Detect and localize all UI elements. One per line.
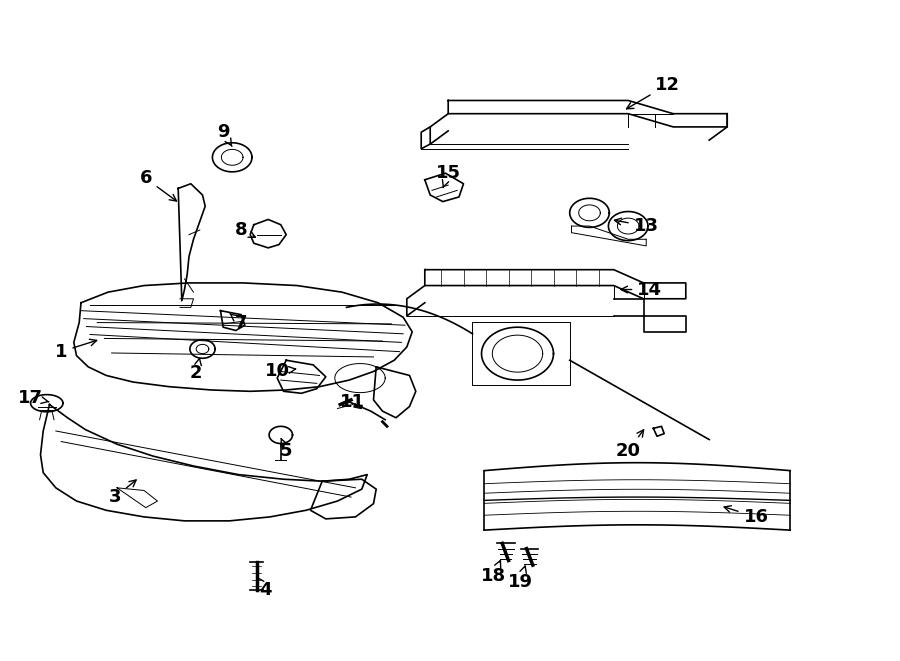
Text: 15: 15 bbox=[436, 164, 461, 188]
Text: 5: 5 bbox=[280, 439, 292, 460]
Text: 16: 16 bbox=[724, 506, 769, 526]
Text: 12: 12 bbox=[626, 75, 680, 109]
Text: 20: 20 bbox=[616, 430, 644, 460]
Text: 1: 1 bbox=[55, 339, 96, 361]
Text: 9: 9 bbox=[217, 123, 232, 146]
Text: 2: 2 bbox=[190, 358, 203, 383]
Text: 4: 4 bbox=[257, 578, 272, 599]
Text: 18: 18 bbox=[481, 561, 506, 586]
Text: 11: 11 bbox=[340, 393, 365, 411]
Text: 6: 6 bbox=[140, 169, 176, 201]
Text: 8: 8 bbox=[235, 221, 256, 239]
Text: 10: 10 bbox=[265, 362, 296, 381]
Text: 3: 3 bbox=[109, 480, 136, 506]
Text: 13: 13 bbox=[615, 217, 659, 235]
Text: 7: 7 bbox=[230, 313, 248, 332]
Text: 14: 14 bbox=[621, 280, 662, 299]
Text: 17: 17 bbox=[18, 389, 49, 407]
Text: 19: 19 bbox=[508, 566, 533, 591]
